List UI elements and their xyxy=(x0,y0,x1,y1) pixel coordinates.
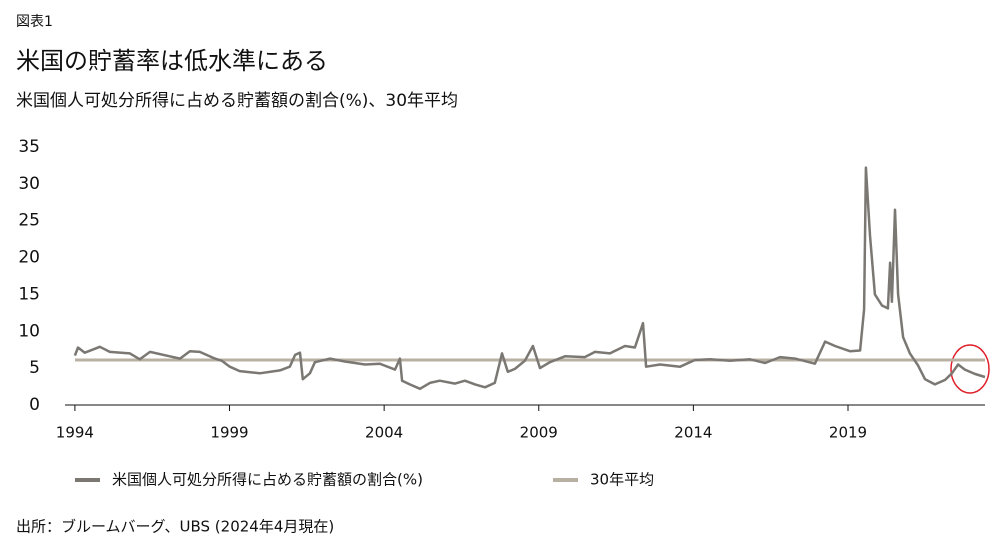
chart-title: 米国の貯蓄率は低水準にある xyxy=(16,47,328,75)
x-tick-label: 1999 xyxy=(210,424,248,442)
x-tick-label: 2019 xyxy=(829,424,867,442)
highlight-circle xyxy=(950,344,990,394)
x-tick-label: 2009 xyxy=(520,424,558,442)
chart-subtitle: 米国個人可処分所得に占める貯蓄額の割合(%)、30年平均 xyxy=(16,91,458,111)
y-tick-label: 25 xyxy=(18,211,40,231)
y-tick-label: 0 xyxy=(29,395,40,415)
x-tick-label: 2004 xyxy=(365,424,403,442)
x-tick-label: 1994 xyxy=(56,424,94,442)
legend-label: 30年平均 xyxy=(590,471,654,489)
figure-label: 図表1 xyxy=(16,14,53,30)
y-tick-label: 35 xyxy=(18,137,40,157)
y-tick-label: 30 xyxy=(18,174,40,194)
y-tick-label: 15 xyxy=(18,284,40,304)
series-line xyxy=(73,166,986,391)
legend-label: 米国個人可処分所得に占める貯蓄額の割合(%) xyxy=(112,471,423,489)
y-tick-label: 20 xyxy=(18,248,40,268)
x-tick-label: 2014 xyxy=(674,424,712,442)
source-note: 出所：ブルームバーグ、UBS (2024年4月現在) xyxy=(16,518,334,536)
y-tick-label: 5 xyxy=(29,358,40,378)
y-tick-label: 10 xyxy=(18,321,40,341)
